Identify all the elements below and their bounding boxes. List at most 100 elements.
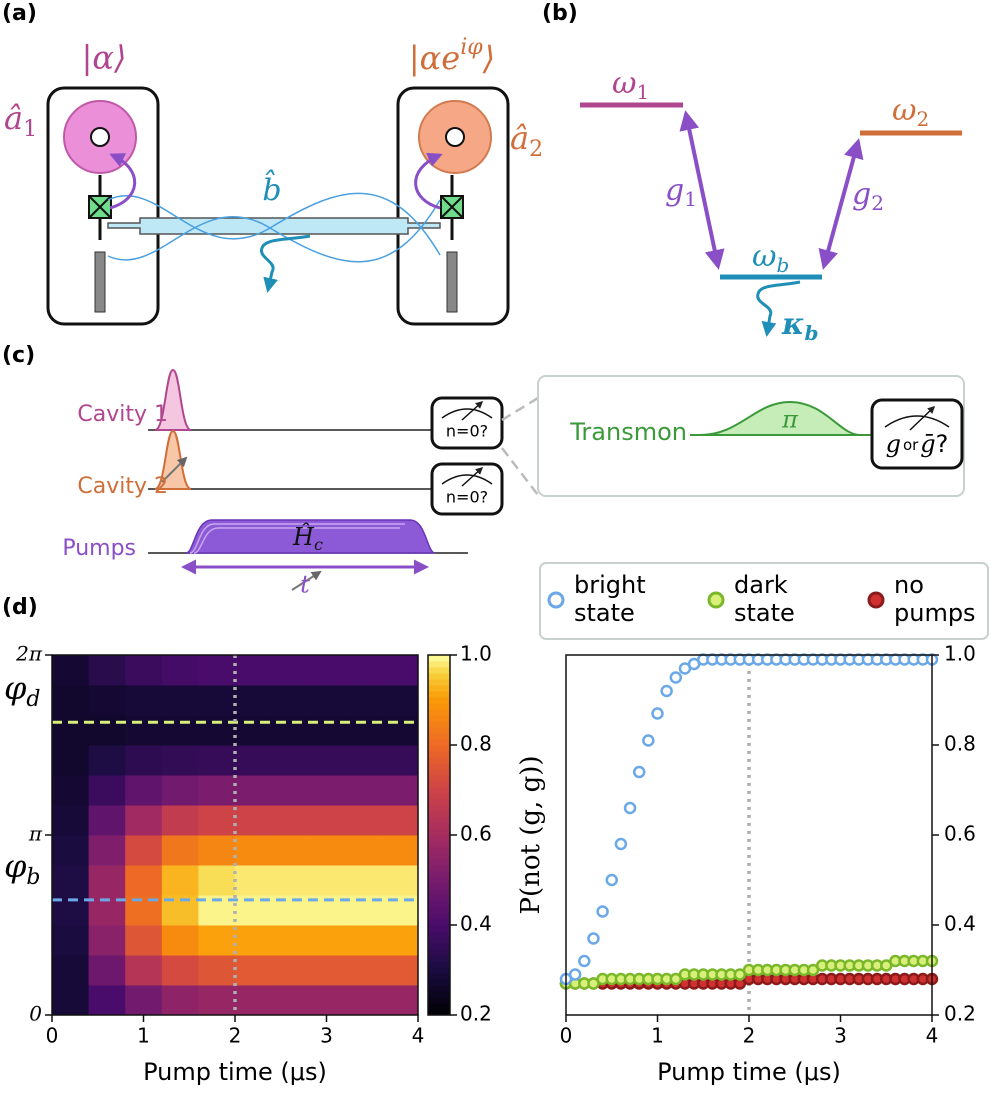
heatmap-cell bbox=[198, 834, 236, 866]
heatmap-cell bbox=[271, 774, 309, 806]
heatmap-cell bbox=[198, 745, 236, 776]
heatmap-cell bbox=[125, 774, 163, 806]
colorbar-segment bbox=[428, 733, 450, 740]
heatmap-cell bbox=[381, 834, 419, 866]
measure-box bbox=[430, 396, 504, 450]
heatmap-cell bbox=[125, 955, 163, 986]
readout-label: or bbox=[903, 436, 919, 454]
legend-label: no pumps bbox=[894, 571, 976, 627]
legend-label: dark bbox=[734, 571, 788, 599]
colorbar-segment bbox=[428, 691, 450, 698]
readout-label: g bbox=[886, 430, 901, 458]
colorbar-segment bbox=[428, 775, 450, 782]
heatmap-cell bbox=[271, 684, 309, 716]
heatmap-cell bbox=[161, 924, 199, 956]
heatmap-cell bbox=[308, 984, 346, 1016]
heatmap-cell bbox=[88, 715, 126, 746]
colorbar-segment bbox=[428, 1009, 450, 1016]
heatmap-cell bbox=[271, 655, 309, 686]
legend-label: state bbox=[574, 599, 635, 627]
bus-label: b̂ bbox=[262, 169, 281, 208]
coupling-label: g bbox=[665, 173, 684, 208]
colorbar-segment bbox=[428, 739, 450, 746]
colorbar-segment bbox=[428, 985, 450, 992]
meter-icon bbox=[441, 474, 493, 485]
heatmap-cell bbox=[161, 834, 199, 866]
readout-label: ? bbox=[936, 430, 949, 458]
zoom-line bbox=[501, 396, 539, 422]
heatmap-cell bbox=[235, 865, 273, 896]
mode-label: â2 bbox=[510, 119, 543, 163]
heatmap-cell bbox=[52, 684, 90, 716]
colorbar-segment bbox=[428, 745, 450, 752]
heatmap-cell bbox=[344, 774, 382, 806]
colorbar-segment bbox=[428, 955, 450, 962]
heatmap-cell bbox=[198, 865, 236, 896]
state-label: ⟩ bbox=[482, 39, 495, 77]
y-tick-label: 0.8 bbox=[944, 732, 976, 756]
heatmap-cell bbox=[235, 745, 273, 776]
readout-box bbox=[870, 398, 964, 470]
heatmap-cell bbox=[271, 805, 309, 836]
meter-icon bbox=[461, 466, 484, 487]
colorbar-segment bbox=[428, 871, 450, 878]
heatmap-cell bbox=[161, 745, 199, 776]
coupling-label-sub: 2 bbox=[871, 191, 884, 215]
heatmap-cell bbox=[235, 684, 273, 716]
heatmap-cell bbox=[381, 805, 419, 836]
mode-label: â bbox=[510, 119, 529, 157]
heatmap-cell bbox=[344, 924, 382, 956]
row-label: Pumps bbox=[62, 536, 136, 561]
y-tick-label: 0.6 bbox=[944, 822, 976, 846]
mode-label: â1 bbox=[4, 99, 37, 143]
colorbar-segment bbox=[428, 679, 450, 686]
colorbar-segment bbox=[428, 973, 450, 980]
mode-shape bbox=[107, 199, 441, 263]
heatmap-cell bbox=[125, 834, 163, 866]
colorbar-tick-label: 0.6 bbox=[460, 822, 492, 846]
legend-marker bbox=[707, 591, 725, 609]
x-axis-label: Pump time (μs) bbox=[143, 1058, 327, 1086]
reference-label: φ bbox=[4, 846, 27, 884]
data-point bbox=[660, 684, 673, 698]
data-point bbox=[632, 765, 646, 779]
data-point bbox=[568, 968, 582, 981]
heatmap-cell bbox=[52, 924, 90, 956]
heatmap-cell bbox=[52, 805, 90, 836]
heatmap-cell bbox=[125, 865, 163, 896]
colorbar-segment bbox=[428, 841, 450, 848]
heatmap-cell bbox=[52, 955, 90, 986]
colorbar-segment bbox=[428, 913, 450, 920]
heatmap-cell bbox=[198, 684, 236, 716]
readout-pin bbox=[446, 251, 458, 313]
readout-pin bbox=[94, 251, 106, 313]
level-label: ω bbox=[892, 93, 916, 128]
x-tick-label: 0 bbox=[560, 1024, 573, 1048]
heatmap-cell bbox=[381, 984, 419, 1016]
colorbar-segment bbox=[428, 661, 450, 668]
colorbar-segment bbox=[428, 667, 450, 674]
mode-label-sub: 2 bbox=[529, 137, 543, 162]
data-point bbox=[669, 671, 683, 684]
heatmap-cell bbox=[308, 684, 346, 716]
colorbar-segment bbox=[428, 835, 450, 842]
decay-label-sub: b bbox=[805, 321, 819, 345]
colorbar-segment bbox=[428, 895, 450, 902]
legend-box bbox=[539, 562, 989, 640]
heatmap-cell bbox=[344, 834, 382, 866]
state-label: |αeiφ⟩ bbox=[409, 35, 495, 77]
data-point bbox=[605, 873, 618, 887]
colorbar-segment bbox=[428, 859, 450, 866]
coupling-label: g2 bbox=[852, 177, 884, 215]
colorbar-segment bbox=[428, 877, 450, 884]
reference-label: φ bbox=[4, 669, 27, 707]
colorbar-segment bbox=[428, 997, 450, 1004]
readout-label: g orḡ? bbox=[886, 430, 949, 459]
legend-marker bbox=[547, 591, 565, 609]
heatmap-cell bbox=[198, 924, 236, 956]
heatmap-cell bbox=[198, 984, 236, 1016]
coupling-label: g1 bbox=[665, 173, 697, 211]
heatmap-cell bbox=[125, 805, 163, 836]
colorbar-tick-label: 0.8 bbox=[460, 732, 492, 756]
